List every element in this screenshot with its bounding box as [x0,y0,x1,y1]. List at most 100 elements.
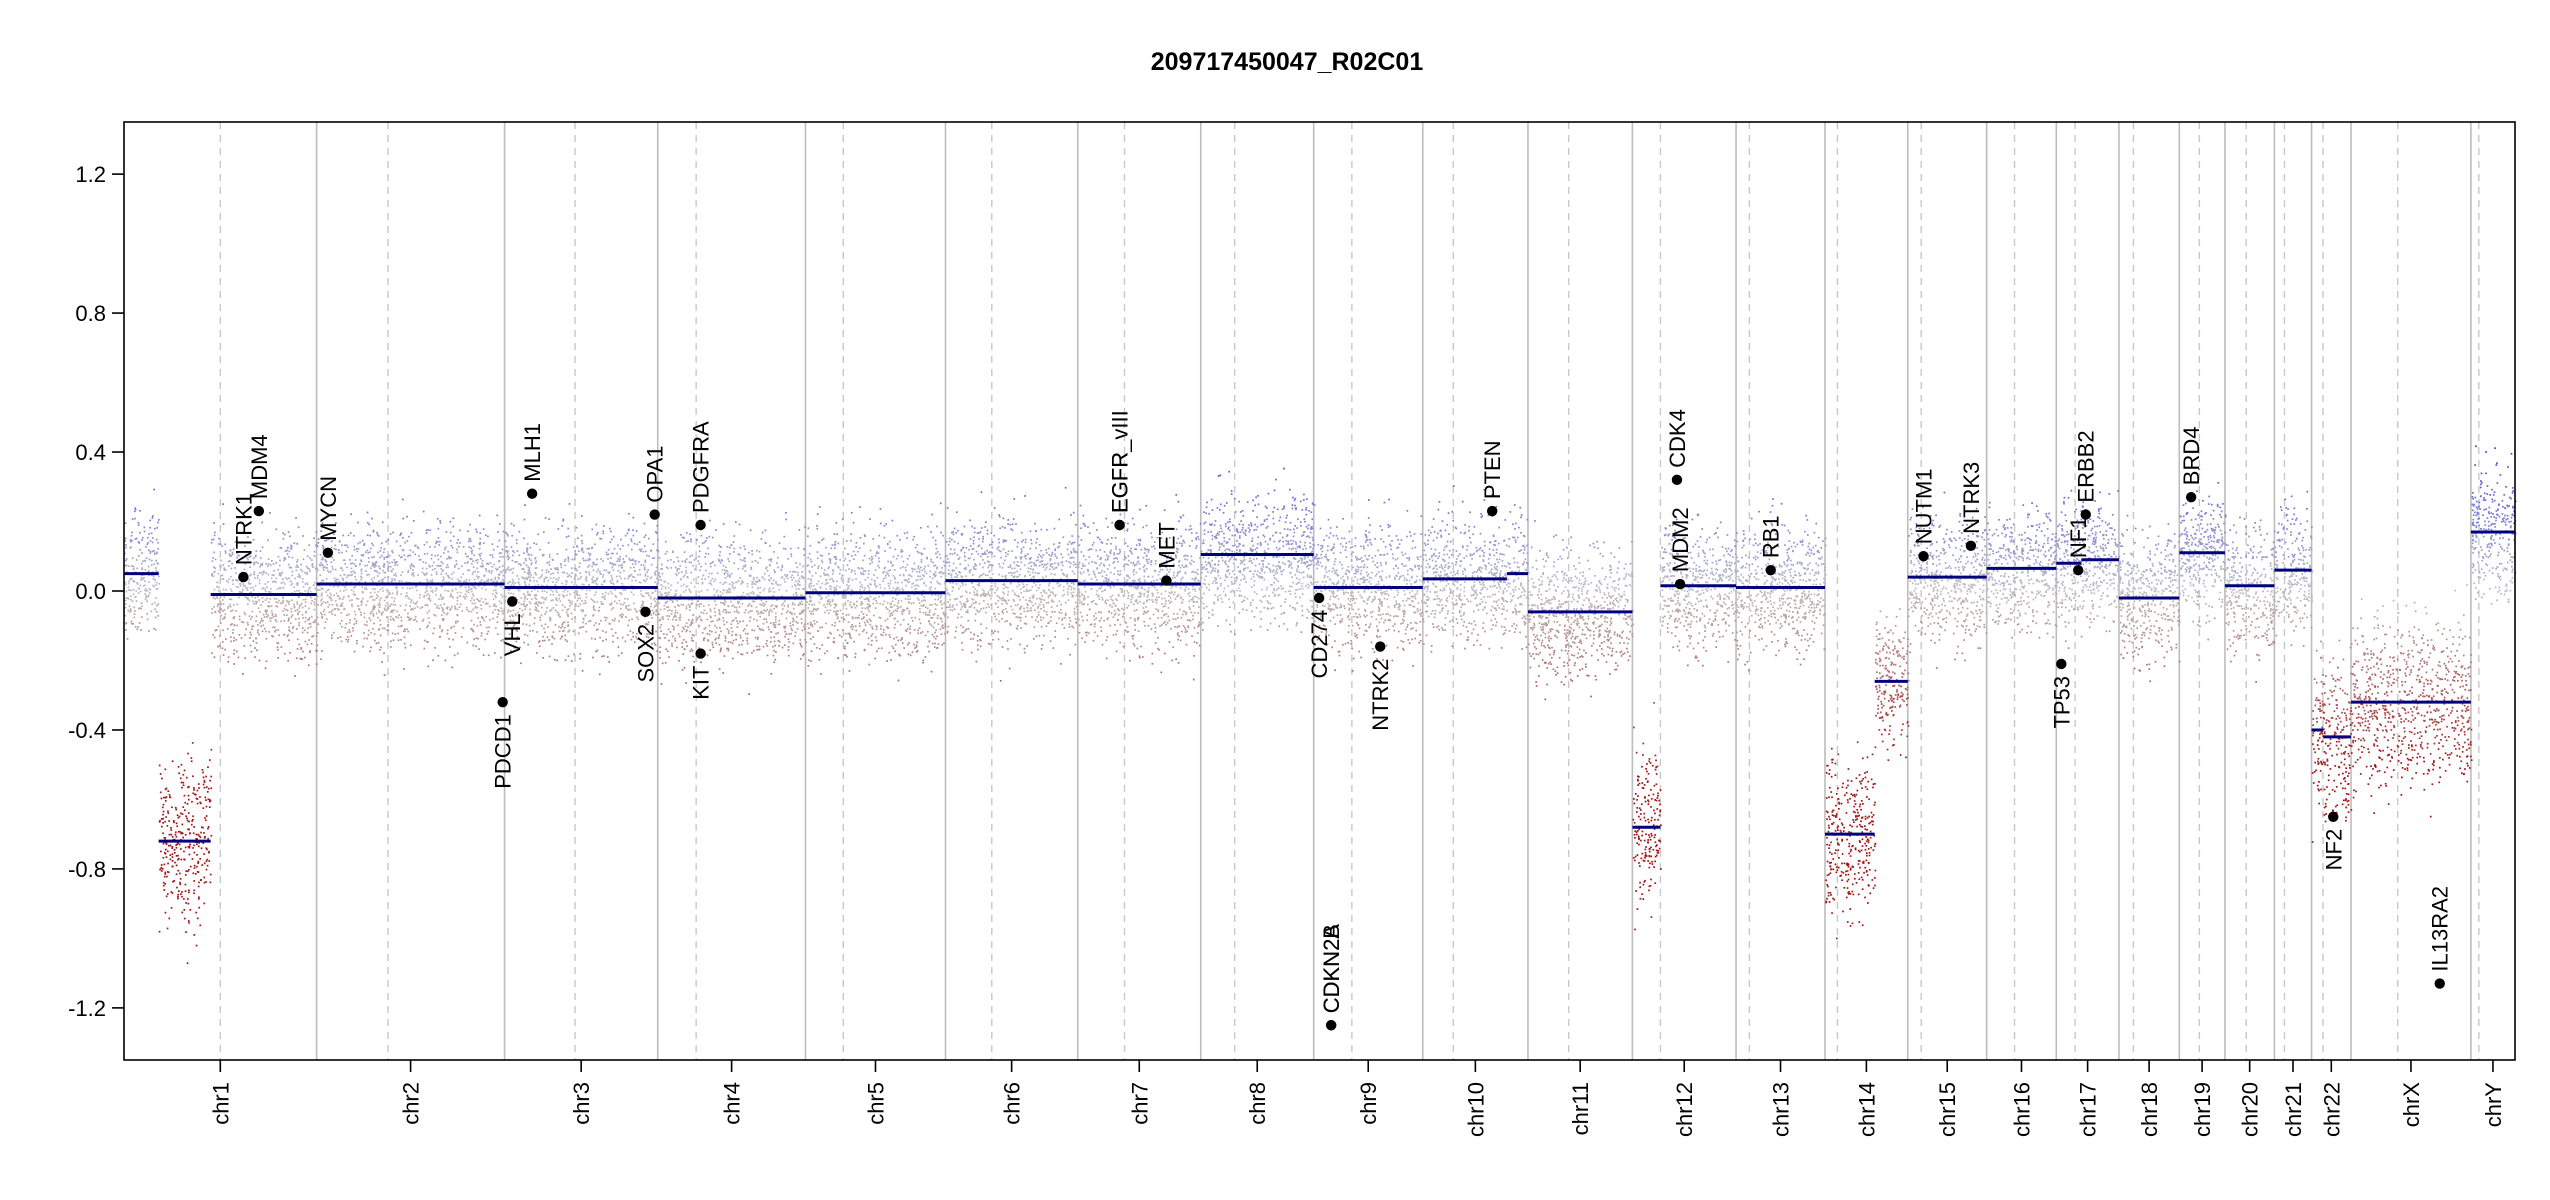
probe-point [756,580,759,583]
probe-point [879,602,882,605]
probe-point [746,585,749,588]
probe-point [187,798,190,801]
probe-point [765,567,767,570]
probe-point [921,631,924,633]
probe-point [941,620,943,623]
probe-point [275,601,278,604]
probe-point [410,608,412,611]
probe-point [755,645,758,648]
probe-point [170,829,173,831]
probe-point [360,559,362,562]
probe-point [287,601,289,604]
probe-point [700,619,703,622]
probe-point [193,864,196,867]
probe-point [484,598,487,601]
probe-point [621,636,624,639]
probe-point [534,606,537,608]
probe-point [162,817,164,820]
probe-point [930,558,932,561]
probe-point [659,657,661,659]
probe-point [741,581,743,584]
probe-point [640,606,642,609]
probe-point [290,616,293,618]
probe-point [350,571,352,573]
probe-point [368,561,370,563]
probe-point [616,602,618,605]
probe-point [173,821,175,824]
probe-point [482,617,484,620]
probe-point [392,592,394,595]
probe-point [124,522,127,524]
probe-point [502,530,505,533]
probe-point [520,662,522,665]
probe-point [182,773,185,776]
probe-point [722,617,724,619]
probe-point [414,545,416,547]
probe-point [229,549,232,552]
probe-point [316,569,319,572]
probe-point [174,861,176,864]
probe-point [438,540,441,543]
probe-point [610,590,612,593]
probe-point [906,598,909,601]
probe-point [503,602,506,604]
probe-point [525,559,527,562]
probe-point [159,773,162,775]
probe-point [680,534,682,536]
probe-point [378,611,381,613]
probe-point [237,596,240,599]
probe-point [783,578,786,581]
probe-point [526,591,529,594]
probe-point [250,633,252,636]
probe-point [754,636,757,639]
probe-point [391,570,393,573]
probe-point [798,580,801,583]
probe-point [169,796,172,799]
probe-point [514,613,517,615]
probe-point [327,606,330,608]
probe-point [612,552,614,555]
probe-point [167,790,170,792]
probe-point [655,613,657,616]
probe-point [387,555,389,558]
probe-point [757,613,760,615]
probe-point [706,654,709,657]
probe-point [677,604,679,606]
probe-point [440,555,442,558]
probe-point [286,635,289,638]
probe-point [585,593,588,595]
probe-point [274,629,277,632]
probe-point [709,649,712,651]
probe-point [139,532,141,534]
probe-point [770,558,773,560]
probe-point [440,614,443,617]
probe-point [294,618,297,620]
probe-point [735,521,737,523]
probe-point [181,895,183,898]
probe-point [614,594,617,597]
probe-point [222,599,224,601]
probe-point [267,565,269,567]
probe-point [261,573,264,576]
probe-point [642,640,645,642]
probe-point [138,555,140,557]
probe-point [456,592,459,594]
probe-point [302,598,305,601]
probe-point [353,618,356,620]
probe-point [726,546,729,548]
probe-point [375,612,378,615]
probe-point [390,580,393,583]
probe-point [503,608,506,611]
probe-point [167,810,169,813]
probe-point [844,604,847,606]
probe-point [147,565,150,568]
probe-point [296,609,299,611]
probe-point [581,542,584,545]
probe-point [337,578,339,581]
probe-point [474,607,477,609]
probe-point [773,591,776,593]
probe-point [468,610,470,613]
probe-point [224,550,227,552]
probe-point [859,537,862,539]
probe-point [422,510,425,513]
